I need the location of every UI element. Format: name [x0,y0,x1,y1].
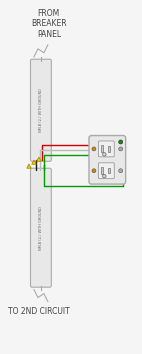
Circle shape [119,147,123,151]
Bar [101,145,103,152]
Circle shape [119,169,123,173]
Text: TO 2ND CIRCUIT: TO 2ND CIRCUIT [8,308,70,316]
Text: FROM
BREAKER
PANEL: FROM BREAKER PANEL [31,9,67,39]
Bar [108,168,110,173]
Polygon shape [37,157,41,161]
FancyBboxPatch shape [98,141,114,157]
Circle shape [103,175,106,178]
Circle shape [119,140,123,144]
FancyBboxPatch shape [89,136,126,184]
FancyBboxPatch shape [31,59,51,161]
Polygon shape [32,160,36,164]
Bar [108,146,110,152]
Circle shape [92,147,96,151]
Circle shape [92,169,96,173]
Polygon shape [27,164,31,168]
Text: NM-B (2-) WITH GROUND: NM-B (2-) WITH GROUND [39,88,43,132]
FancyBboxPatch shape [31,168,51,287]
Text: NM-B (2-) WITH GROUND: NM-B (2-) WITH GROUND [39,206,43,250]
Bar [101,167,103,174]
Circle shape [103,153,106,156]
FancyBboxPatch shape [98,163,114,179]
